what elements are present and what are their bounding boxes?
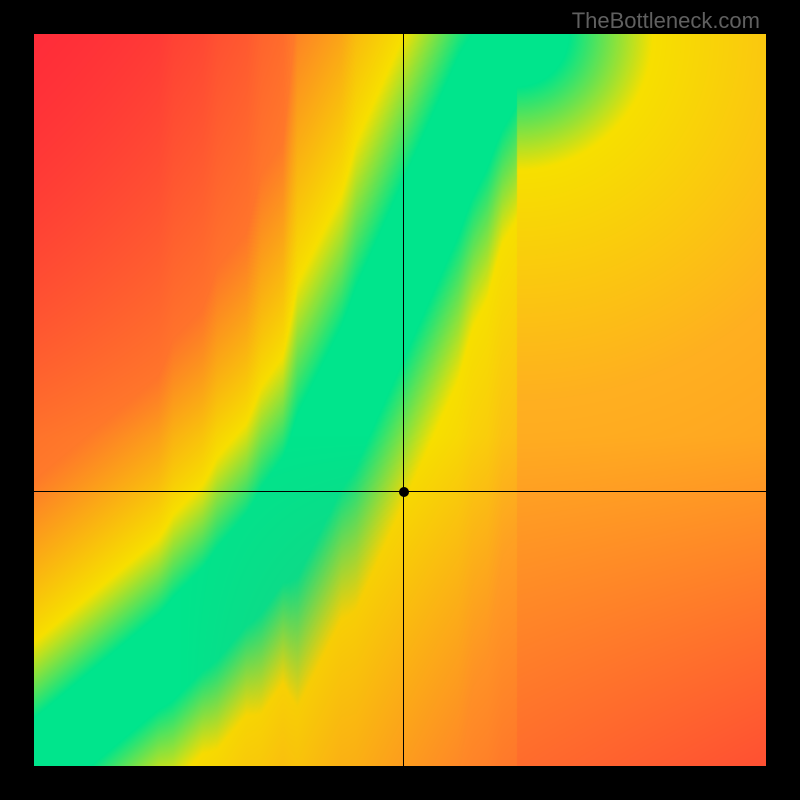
heatmap-canvas — [34, 34, 766, 766]
crosshair-vertical — [403, 34, 404, 766]
crosshair-marker — [399, 487, 409, 497]
outer-frame: TheBottleneck.com — [0, 0, 800, 800]
watermark-text: TheBottleneck.com — [572, 8, 760, 34]
